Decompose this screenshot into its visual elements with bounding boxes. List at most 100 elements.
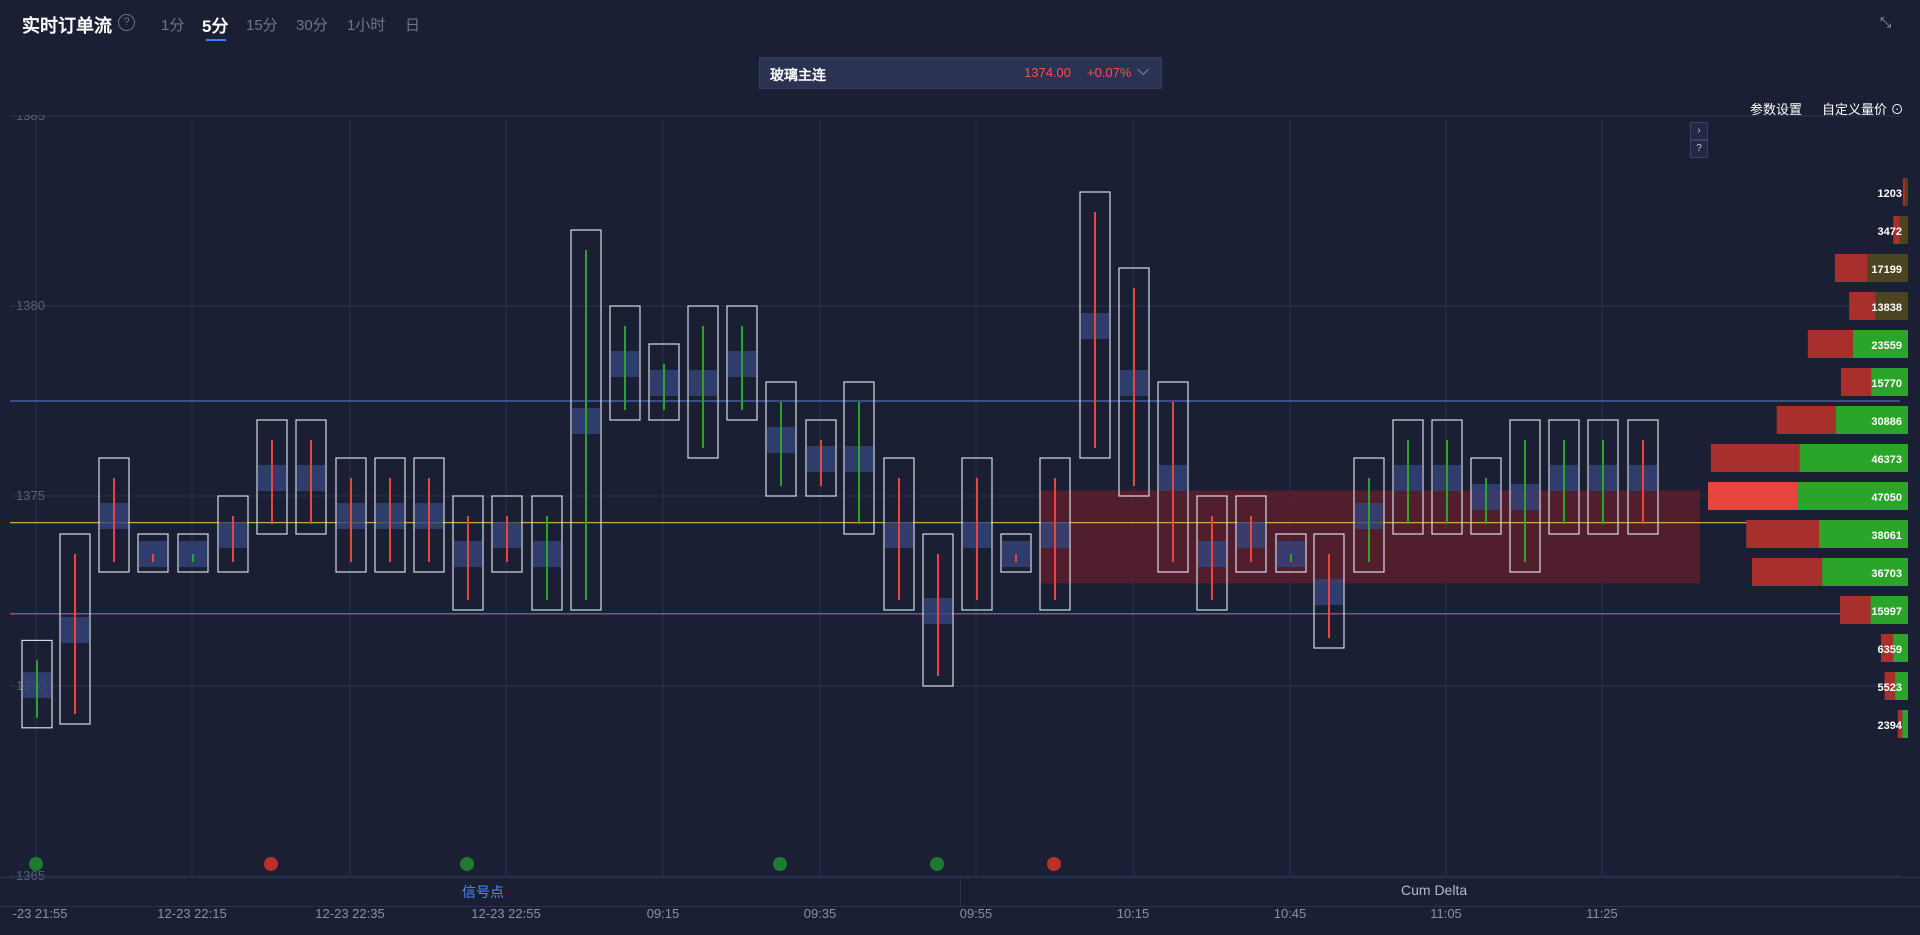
profile-volume-label: 13838 [1871, 302, 1902, 314]
footprint-bar [843, 381, 875, 535]
footprint-bar [1000, 533, 1032, 573]
y-axis-labels: 13851380137513701365 [16, 115, 45, 880]
footprint-bar [531, 495, 563, 611]
profile-sell-bar [1710, 444, 1800, 472]
volume-profile: 1203 3472 17199 13838 23559 15770 30886 46373 47… [1708, 178, 1908, 738]
signal-marker [460, 857, 474, 871]
x-tick-label: 12-23 22:55 [471, 906, 541, 921]
tab-signal[interactable]: 信号点 [462, 884, 504, 900]
profile-volume-label: 5523 [1878, 682, 1902, 694]
x-axis: -23 21:55 12-23 22:15 12-23 22:35 12-23 22:… [0, 906, 1920, 930]
page-title: 实时订单流 [22, 16, 112, 36]
profile-sell-bar [1776, 406, 1836, 434]
footprint-bar [335, 457, 367, 573]
tab-cum-delta[interactable]: Cum Delta [1401, 882, 1468, 898]
symbol-selector[interactable]: 玻璃主连 1374.00 +0.07% ⌵ [759, 57, 1162, 89]
signal-marker [264, 857, 278, 871]
x-tick-label: 10:15 [1116, 906, 1150, 921]
chevron-right-icon[interactable]: › [1690, 122, 1708, 140]
profile-buy-bar [1875, 292, 1908, 320]
footprint-chart[interactable]: 13851380137513701365 1203347217199138382… [0, 115, 1920, 880]
profile-sell-bar [1880, 634, 1894, 662]
footprint-bar [687, 305, 719, 459]
timeframe-day[interactable]: 日 [405, 17, 421, 34]
footprint-bar [1392, 419, 1424, 535]
symbol-name: 玻璃主连 [770, 67, 826, 83]
profile-sell-bar [1708, 482, 1798, 510]
footprint-bar [295, 419, 327, 535]
footprint-bar [1313, 533, 1345, 649]
profile-buy-bar [1870, 596, 1908, 624]
symbol-price: 1374.00 [1024, 65, 1071, 80]
footprint-bar [1196, 495, 1228, 611]
profile-buy-bar [1905, 178, 1908, 206]
profile-sell-bar [1746, 520, 1820, 548]
profile-volume-label: 15770 [1871, 378, 1902, 390]
profile-volume-label: 47050 [1871, 492, 1902, 504]
profile-buy-bar [1867, 254, 1908, 282]
footprint-bar [609, 305, 641, 421]
help-small-icon[interactable]: ? [1690, 140, 1708, 158]
profile-sell-bar [1807, 330, 1853, 358]
x-tick-label: 11:05 [1430, 906, 1462, 921]
signal-markers [29, 857, 1061, 871]
profile-buy-bar [1871, 368, 1908, 396]
profile-sell-bar [1834, 254, 1868, 282]
footprint-bar [1431, 419, 1463, 535]
profile-buy-bar [1822, 558, 1908, 586]
profile-buy-bar [1799, 444, 1908, 472]
footprint-bar [883, 457, 915, 611]
profile-buy-bar [1835, 406, 1908, 434]
footprint-bar [137, 533, 169, 573]
profile-buy-bar [1819, 520, 1908, 548]
profile-volume-label: 36703 [1871, 568, 1902, 580]
footprint-bar [98, 457, 130, 573]
profile-volume-label: 30886 [1871, 416, 1902, 428]
settings-button[interactable]: 参数设置 [1750, 102, 1803, 117]
footprint-bar [765, 381, 797, 497]
profile-volume-label: 3472 [1878, 226, 1902, 238]
profile-sell-bar [1902, 178, 1906, 206]
timeframe-1h[interactable]: 1小时 [347, 17, 386, 34]
footprint-bar [1353, 457, 1385, 573]
footprint-bar [1039, 457, 1071, 611]
x-tick-label: 10:45 [1273, 906, 1307, 921]
collapse-icon[interactable]: ⤡ [1880, 14, 1892, 30]
signal-marker [930, 857, 944, 871]
timeframe-5m[interactable]: 5分 [202, 17, 229, 36]
footprint-bar [1509, 419, 1541, 573]
footprint-bar [256, 419, 288, 535]
footprint-bar [1548, 419, 1580, 535]
x-tick-label: 09:35 [803, 906, 837, 921]
footprint-bar [726, 305, 758, 421]
profile-sell-bar [1751, 558, 1823, 586]
signal-marker [773, 857, 787, 871]
top-bar: 实时订单流 ? 1分 5分 15分 30分 1小时 日 ⤡ [0, 0, 1920, 46]
active-tab-indicator [206, 39, 226, 41]
timeframe-15m[interactable]: 15分 [246, 17, 278, 34]
x-tick-label: 12-23 22:35 [315, 906, 385, 921]
profile-volume-label: 2394 [1878, 720, 1903, 732]
profile-sell-bar [1893, 216, 1900, 244]
tab-divider [960, 878, 961, 906]
footprint-bar [1079, 191, 1111, 459]
timeframe-30m[interactable]: 30分 [296, 17, 328, 34]
footprint-bar [1118, 267, 1150, 497]
footprint-bar [491, 495, 523, 573]
profile-buy-bar [1899, 216, 1908, 244]
footprint-bar [961, 457, 993, 611]
footprint-bar [1470, 457, 1502, 535]
footprint-bar [374, 457, 406, 573]
footprint-bar [59, 533, 91, 725]
profile-volume-label: 46373 [1871, 454, 1902, 466]
footprint-bar [805, 419, 837, 497]
profile-buy-bar [1902, 710, 1908, 738]
footprint-bar [570, 229, 602, 611]
profile-sell-bar [1840, 596, 1871, 624]
help-icon[interactable]: ? [118, 14, 135, 31]
custom-price-button[interactable]: 自定义量价 ⊙ [1822, 99, 1904, 118]
signal-marker [1047, 857, 1061, 871]
timeframe-1m[interactable]: 1分 [161, 17, 185, 34]
x-tick-label: 11:25 [1586, 906, 1618, 921]
y-tick-label: 1385 [16, 115, 45, 123]
